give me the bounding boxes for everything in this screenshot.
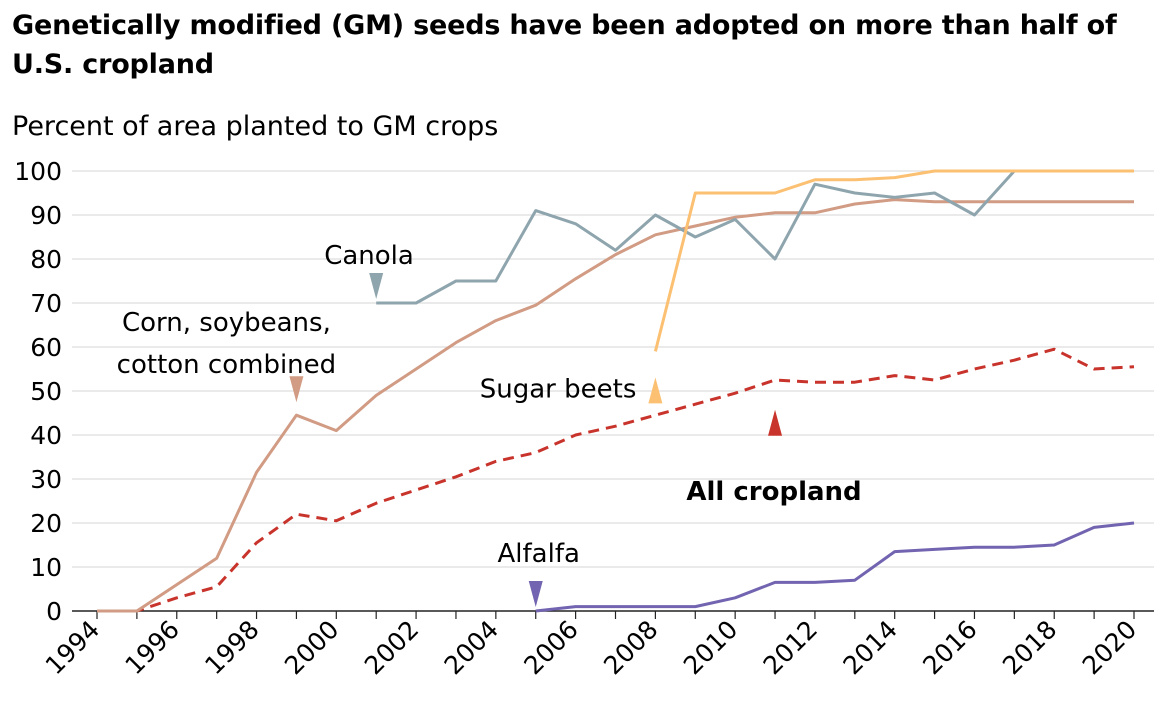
all-cropland-line: [97, 347, 1135, 613]
x-tick-label: 2014: [837, 615, 902, 680]
x-tick-label: 2010: [678, 615, 743, 680]
annotations: Canola Corn, soybeans, cotton combined Suga…: [117, 241, 862, 607]
y-tick-label: 100: [14, 157, 62, 186]
corn-soybeans-cotton-combined-pointer-icon: [289, 376, 304, 403]
corn-soybeans-cotton-combined-line: [97, 198, 1134, 613]
sugar-beets-label: Sugar beets: [480, 374, 637, 404]
x-tick-label: 2002: [359, 615, 424, 680]
y-tick-label: 60: [30, 333, 62, 362]
y-tick-label: 40: [30, 421, 62, 450]
y-tick-label: 20: [30, 509, 62, 538]
all-cropland-label: All cropland: [686, 477, 861, 507]
y-tick-label: 90: [30, 201, 62, 230]
x-tick-label: 2004: [439, 615, 504, 680]
y-tick-label: 0: [46, 597, 62, 626]
corn-soybeans-cotton-combined-label: cotton combined: [117, 350, 336, 380]
canola-line: [376, 169, 1016, 305]
alfalfa-label: Alfalfa: [498, 539, 580, 569]
sugar-beets-pointer-icon: [648, 377, 663, 404]
x-tick-label: 2018: [997, 615, 1062, 680]
sugar-beets-line: [653, 169, 1134, 352]
x-tick-label: 2000: [279, 615, 344, 680]
canola-label: Canola: [324, 241, 414, 271]
x-tick-label: 1996: [120, 615, 185, 680]
y-tick-label: 30: [30, 465, 62, 494]
y-tick-label: 70: [30, 289, 62, 318]
y-tick-label: 80: [30, 245, 62, 274]
x-tick-label: 2012: [758, 615, 823, 680]
y-tick-label: 10: [30, 553, 62, 582]
x-axis-ticks: 1994 1996 1998 2000 2002 2004 2006 2008 2010 2012…: [40, 611, 1142, 680]
grid-lines: [72, 170, 1154, 612]
y-tick-label: 50: [30, 377, 62, 406]
alfalfa-pointer-icon: [528, 581, 543, 607]
series-lines: [97, 169, 1135, 613]
canola-pointer-icon: [369, 273, 384, 299]
x-tick-label: 2016: [917, 615, 982, 680]
x-tick-label: 1998: [199, 615, 264, 680]
corn-soybeans-cotton-combined-label: Corn, soybeans,: [122, 308, 331, 338]
x-tick-label: 2006: [518, 615, 583, 680]
all-cropland-pointer-icon: [768, 409, 783, 436]
x-tick-label: 2020: [1077, 615, 1142, 680]
chart-subtitle: Percent of area planted to GM crops: [12, 111, 499, 142]
alfalfa-line: [535, 521, 1135, 613]
y-axis-ticks: 0 10 20 30 40 50 60 70 80 90 100: [14, 157, 62, 626]
x-tick-label: 2008: [598, 615, 663, 680]
chart-title: Genetically modified (GM) seeds have bee…: [12, 10, 1117, 80]
